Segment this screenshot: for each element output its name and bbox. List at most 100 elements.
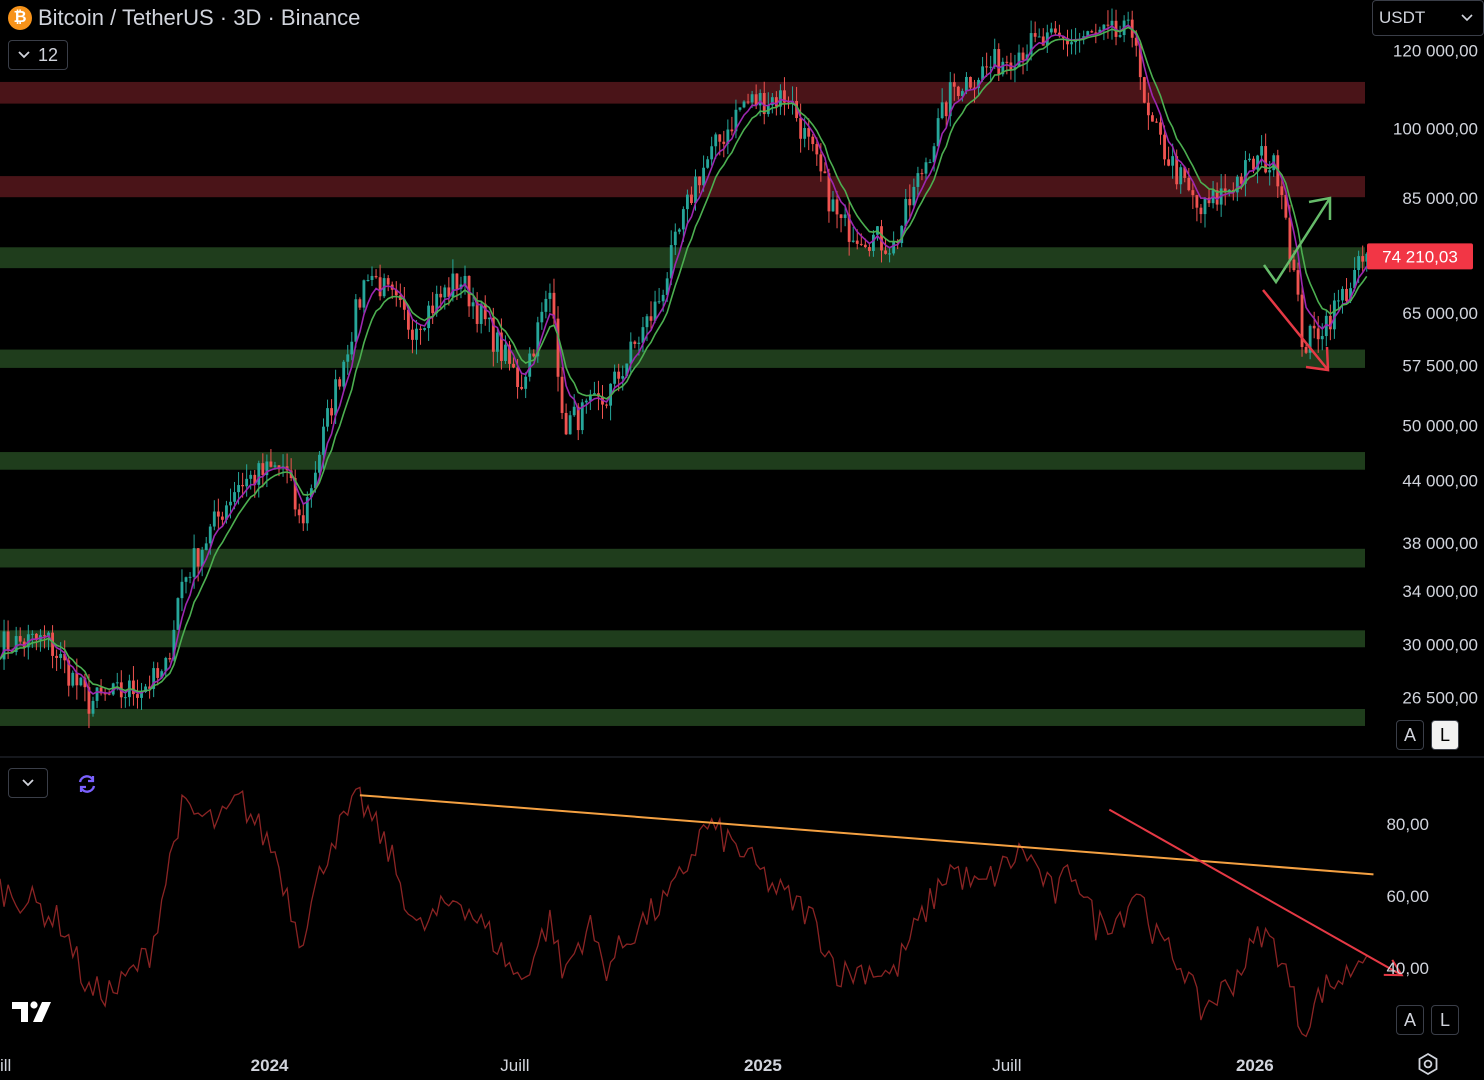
candle — [1337, 289, 1340, 310]
candle — [1353, 257, 1357, 292]
price-tick-label: 38 000,00 — [1402, 534, 1478, 553]
candle — [823, 162, 827, 174]
resistance-zone-1[interactable] — [0, 176, 1365, 198]
rsi-orange-trendline[interactable] — [359, 794, 1374, 876]
candle — [1159, 115, 1162, 145]
currency-select[interactable]: USDT — [1372, 0, 1484, 36]
candle — [293, 469, 297, 517]
bullish-arrow[interactable] — [1262, 197, 1332, 285]
price-auto-scale-button[interactable]: A — [1396, 720, 1424, 750]
rsi-tick-label: 40,00 — [1386, 959, 1429, 978]
support-zone-1[interactable] — [0, 349, 1365, 368]
bearish-arrowhead — [1305, 346, 1330, 372]
support-zone-0[interactable] — [0, 247, 1365, 269]
candle — [811, 133, 815, 152]
candle — [415, 320, 418, 355]
rsi-auto-scale-button[interactable]: A — [1396, 1005, 1424, 1035]
candle — [536, 316, 540, 363]
candle — [641, 317, 645, 353]
candle — [18, 627, 22, 646]
candle — [613, 364, 617, 388]
support-zone-5[interactable] — [0, 709, 1365, 726]
candle — [47, 631, 50, 651]
candle — [609, 383, 612, 421]
candle — [831, 190, 835, 212]
candle — [245, 464, 249, 497]
candle — [1053, 21, 1057, 36]
candle — [176, 597, 180, 630]
support-zone-2[interactable] — [0, 452, 1365, 470]
candle — [220, 511, 224, 527]
candle — [690, 186, 693, 205]
candle — [1146, 92, 1150, 130]
price-tick-label: 85 000,00 — [1402, 189, 1478, 208]
rsi-line — [0, 786, 1368, 1038]
rsi-pane-collapse-button[interactable] — [8, 768, 48, 798]
candle — [605, 403, 608, 409]
candle — [495, 327, 499, 363]
candle — [297, 503, 301, 524]
candle — [354, 294, 358, 348]
candle — [1114, 9, 1118, 46]
candle — [698, 176, 701, 194]
rsi-log-scale-button[interactable]: L — [1431, 1005, 1459, 1035]
candle — [350, 332, 354, 361]
candle — [71, 670, 75, 688]
chart-header: ₿ Bitcoin / TetherUS · 3D · Binance — [8, 4, 360, 32]
chevron-down-icon — [1461, 14, 1473, 22]
candle — [1324, 310, 1328, 347]
price-axis-ticks: 120 000,00 100 000,00 85 000,00 65 000,00 57… — [1393, 41, 1478, 707]
candle — [952, 73, 956, 101]
candle — [981, 56, 985, 82]
candle — [617, 363, 621, 392]
candle — [673, 223, 677, 255]
candle — [1280, 176, 1284, 210]
bearish-arrow[interactable] — [1262, 289, 1329, 371]
candle — [1171, 143, 1175, 179]
candle — [1341, 286, 1344, 314]
support-zone-3[interactable] — [0, 548, 1365, 568]
settings-gear-icon[interactable] — [1416, 1052, 1440, 1076]
indicator-count-toggle[interactable]: 12 — [8, 40, 68, 70]
candle — [1078, 32, 1082, 53]
candle — [491, 307, 495, 367]
candle — [269, 449, 273, 468]
candle — [1244, 150, 1247, 197]
candle — [738, 107, 742, 112]
candle — [884, 238, 887, 255]
current-price-badge — [1367, 243, 1473, 270]
candle — [1090, 29, 1094, 33]
current-price-text: 74 210,03 — [1382, 247, 1458, 266]
candle — [184, 576, 188, 594]
candle — [892, 231, 896, 256]
current-price-label: 74 210,03 — [1367, 243, 1473, 270]
symbol-title[interactable]: Bitcoin / TetherUS · 3D · Binance — [38, 5, 361, 30]
time-tick-label: 2025 — [744, 1056, 782, 1075]
candle — [164, 656, 168, 677]
candle — [200, 546, 204, 577]
candle — [936, 108, 940, 147]
candle — [386, 275, 390, 292]
price-tick-label: 100 000,00 — [1393, 120, 1478, 139]
candle — [79, 676, 83, 687]
candle — [378, 264, 382, 301]
candle — [568, 410, 572, 435]
candle — [140, 682, 143, 710]
sync-icon[interactable] — [76, 773, 98, 795]
candle — [564, 403, 568, 436]
candle — [888, 246, 892, 263]
candle — [1300, 283, 1304, 357]
price-tick-label: 26 500,00 — [1402, 689, 1478, 708]
candle — [366, 274, 370, 282]
resistance-zone-0[interactable] — [0, 81, 1365, 104]
candle — [305, 491, 309, 531]
moving-averages — [0, 24, 1368, 695]
price-log-scale-button[interactable]: L — [1431, 720, 1459, 750]
candle — [1264, 133, 1268, 174]
candle — [1175, 149, 1179, 190]
support-zone-4[interactable] — [0, 630, 1365, 648]
candle — [912, 178, 916, 208]
candle — [1106, 10, 1110, 39]
rsi-red-trendline[interactable] — [1108, 808, 1403, 977]
